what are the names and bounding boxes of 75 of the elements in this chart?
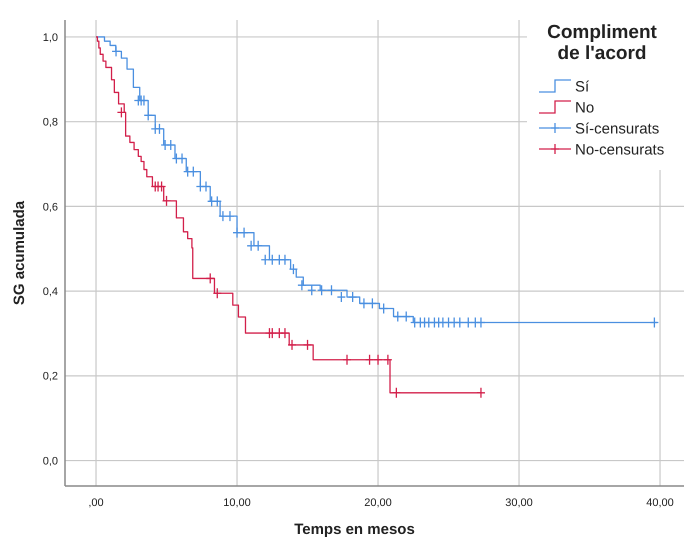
y-axis-title: SG acumulada bbox=[11, 200, 28, 306]
point bbox=[288, 263, 298, 275]
point bbox=[274, 327, 284, 339]
point bbox=[268, 327, 277, 339]
point bbox=[116, 106, 126, 118]
point bbox=[342, 354, 352, 366]
x-tick-label: 40,00 bbox=[646, 497, 674, 509]
point bbox=[232, 227, 242, 238]
point bbox=[316, 284, 326, 296]
y-tick-label: 1,0 bbox=[42, 32, 58, 44]
point bbox=[359, 298, 369, 310]
point bbox=[464, 316, 473, 328]
point bbox=[410, 316, 420, 328]
legend-label: No-censurats bbox=[575, 141, 664, 158]
legend-title: Compliment de l'acord bbox=[547, 22, 658, 64]
point bbox=[336, 291, 346, 303]
point bbox=[373, 354, 383, 366]
point bbox=[239, 227, 249, 238]
point bbox=[274, 254, 284, 266]
point bbox=[212, 196, 222, 207]
point bbox=[160, 139, 170, 151]
point bbox=[402, 310, 411, 322]
x-tick-label: ,00 bbox=[88, 497, 104, 509]
point bbox=[139, 94, 149, 106]
point bbox=[280, 327, 290, 339]
x-axis-title: Temps en mesos bbox=[294, 521, 415, 537]
point bbox=[260, 254, 270, 266]
point bbox=[302, 339, 312, 351]
x-tick-label: 20,00 bbox=[364, 497, 392, 509]
point bbox=[177, 152, 187, 164]
point bbox=[368, 298, 378, 310]
x-tick-label: 30,00 bbox=[505, 497, 533, 509]
point bbox=[206, 272, 215, 284]
point bbox=[470, 316, 480, 328]
point bbox=[254, 240, 263, 252]
point bbox=[450, 316, 459, 328]
point bbox=[206, 196, 216, 207]
point bbox=[364, 354, 374, 366]
point bbox=[225, 210, 235, 222]
point bbox=[188, 166, 198, 178]
point bbox=[218, 210, 228, 222]
y-tick-label: 0,4 bbox=[42, 286, 58, 298]
point bbox=[154, 123, 164, 135]
point bbox=[201, 180, 211, 192]
point bbox=[144, 110, 153, 121]
point bbox=[379, 302, 388, 314]
point bbox=[246, 240, 256, 252]
y-tick-label: 0,8 bbox=[42, 116, 58, 129]
y-tick-label: 0,6 bbox=[42, 201, 58, 214]
point bbox=[307, 284, 316, 296]
y-tick-label: 0,2 bbox=[42, 370, 58, 383]
point bbox=[268, 254, 277, 266]
legend-label: No bbox=[575, 99, 594, 116]
x-tick-label: 10,00 bbox=[223, 497, 251, 509]
point bbox=[162, 195, 172, 207]
point bbox=[183, 166, 192, 178]
point bbox=[424, 316, 434, 328]
point bbox=[280, 254, 290, 266]
point bbox=[287, 339, 297, 351]
point bbox=[166, 139, 176, 151]
point bbox=[383, 354, 393, 366]
legend-label: Sí-censurats bbox=[575, 120, 660, 138]
point bbox=[455, 316, 464, 328]
point bbox=[348, 291, 358, 303]
point bbox=[326, 284, 336, 296]
point bbox=[111, 46, 121, 57]
point bbox=[392, 387, 402, 398]
y-tick-label: 0,0 bbox=[42, 455, 58, 468]
legend-label: Sí bbox=[575, 78, 590, 96]
point bbox=[476, 316, 486, 328]
point bbox=[393, 310, 402, 322]
point bbox=[476, 387, 486, 398]
point bbox=[212, 288, 222, 299]
point bbox=[297, 280, 307, 291]
point bbox=[650, 316, 660, 328]
